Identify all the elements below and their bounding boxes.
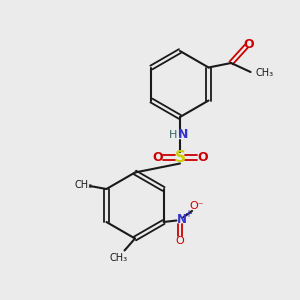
- Text: O⁻: O⁻: [189, 201, 204, 211]
- Text: O: O: [176, 236, 184, 247]
- Text: O: O: [152, 151, 163, 164]
- Text: N: N: [177, 212, 187, 226]
- Text: H: H: [169, 130, 178, 140]
- Text: S: S: [175, 150, 185, 165]
- Text: CH₃: CH₃: [255, 68, 273, 79]
- Text: +: +: [184, 209, 192, 219]
- Text: N: N: [178, 128, 188, 142]
- Text: CH₃: CH₃: [75, 180, 93, 190]
- Text: CH₃: CH₃: [110, 253, 128, 263]
- Text: O: O: [197, 151, 208, 164]
- Text: O: O: [244, 38, 254, 52]
